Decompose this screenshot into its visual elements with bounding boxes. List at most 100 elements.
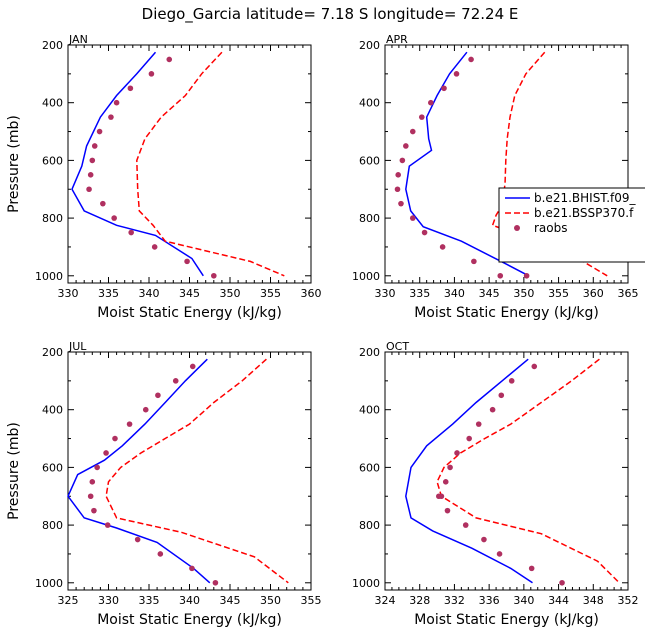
x-tick-label: 336 xyxy=(479,594,500,607)
data-point-raobs xyxy=(498,392,505,399)
x-tick-label: 340 xyxy=(513,594,534,607)
x-tick-label: 350 xyxy=(220,287,241,300)
data-point-raobs xyxy=(87,172,94,178)
data-point-raobs xyxy=(184,258,190,265)
plot-frame-oct xyxy=(384,351,629,591)
panel-label-jan: JAN xyxy=(68,33,88,46)
data-point-raobs xyxy=(148,71,155,77)
data-point-raobs xyxy=(466,435,472,442)
y-tick-label: 400 xyxy=(42,404,63,417)
data-point-raobs xyxy=(439,244,446,250)
panel-label-oct: OCT xyxy=(386,340,409,353)
data-point-raobs xyxy=(100,200,106,207)
y-tick-label: 1000 xyxy=(352,577,380,590)
data-point-raobs xyxy=(126,421,133,427)
data-point-raobs xyxy=(496,551,503,557)
data-point-raobs xyxy=(104,522,111,528)
y-tick-label: 400 xyxy=(359,404,380,417)
data-point-raobs xyxy=(559,579,565,586)
y-tick-label: 800 xyxy=(359,519,380,532)
data-point-raobs xyxy=(475,421,482,427)
data-point-raobs xyxy=(155,392,161,399)
data-point-raobs xyxy=(528,565,535,572)
data-point-raobs xyxy=(134,536,141,543)
x-tick-label: 328 xyxy=(409,594,430,607)
x-tick-label: 340 xyxy=(139,287,160,300)
x-tick-label: 324 xyxy=(375,594,396,607)
data-point-raobs xyxy=(409,128,416,135)
y-tick-label: 600 xyxy=(359,461,380,474)
data-point-raobs xyxy=(444,507,451,514)
series-line-b-e21-bssp370-f xyxy=(491,51,608,277)
y-tick-label: 800 xyxy=(42,519,63,532)
series-line-b-e21-bssp370-f xyxy=(436,358,620,584)
series-line-b-e21-bhist-f09 xyxy=(71,51,204,277)
data-point-raobs xyxy=(489,406,496,413)
data-point-raobs xyxy=(211,272,217,279)
data-point-raobs xyxy=(523,272,530,279)
figure-title: Diego_Garcia latitude= 7.18 S longitude=… xyxy=(142,5,519,24)
legend-label-hist: b.e21.BHIST.f09_ xyxy=(534,191,637,205)
data-point-raobs xyxy=(436,493,442,500)
x-tick-label: 340 xyxy=(179,594,200,607)
data-point-raobs xyxy=(421,229,428,236)
data-point-raobs xyxy=(398,200,404,207)
y-tick-label: 200 xyxy=(359,346,380,359)
y-tick-label: 400 xyxy=(42,97,63,110)
panel-label-jul: JUL xyxy=(68,340,87,353)
x-tick-label: 330 xyxy=(98,594,119,607)
data-point-raobs xyxy=(111,215,117,221)
series-line-b-e21-bhist-f09 xyxy=(67,358,211,584)
data-point-raobs xyxy=(531,363,538,370)
data-point-raobs xyxy=(394,186,401,193)
data-point-raobs xyxy=(151,244,158,250)
data-point-raobs xyxy=(112,435,118,442)
x-axis-label: Moist Static Energy (kJ/kg) xyxy=(97,612,282,628)
data-point-raobs xyxy=(447,464,453,471)
x-axis-label: Moist Static Energy (kJ/kg) xyxy=(97,305,282,321)
data-point-raobs xyxy=(403,143,409,149)
x-tick-label: 360 xyxy=(301,287,322,300)
data-point-raobs xyxy=(91,507,97,514)
x-tick-label: 350 xyxy=(513,287,534,300)
x-tick-label: 335 xyxy=(98,287,119,300)
legend-label-ssp370: b.e21.BSSP370.f xyxy=(534,206,634,220)
panel-label-apr: APR xyxy=(386,33,408,46)
data-point-raobs xyxy=(462,522,469,528)
data-point-raobs xyxy=(108,114,114,120)
panel-oct: 324 328 332 336 340 344 348 352 200 400 600 800 1000… xyxy=(352,340,639,628)
legend-box xyxy=(498,187,645,263)
y-tick-label: 600 xyxy=(42,461,63,474)
x-tick-label: 352 xyxy=(618,594,639,607)
legend-marker-raobs xyxy=(514,225,520,231)
panel-jul: 325 330 335 340 345 350 355 200 400 600 800 1000 JUL… xyxy=(6,340,322,628)
data-point-raobs xyxy=(113,99,120,106)
data-point-raobs xyxy=(454,450,460,456)
y-tick-label: 800 xyxy=(359,212,380,225)
x-tick-label: 350 xyxy=(260,594,281,607)
data-point-raobs xyxy=(142,406,149,413)
x-tick-label: 330 xyxy=(375,287,396,300)
data-point-raobs xyxy=(89,157,96,164)
data-point-raobs xyxy=(441,85,447,92)
series-line-b-e21-bssp370-f xyxy=(105,358,289,584)
x-axis-label: Moist Static Energy (kJ/kg) xyxy=(414,305,599,321)
data-point-raobs xyxy=(127,85,134,92)
x-tick-label: 332 xyxy=(444,594,465,607)
x-tick-label: 345 xyxy=(220,594,241,607)
x-tick-label: 355 xyxy=(548,287,569,300)
plot-frame-apr xyxy=(384,44,629,284)
data-point-raobs xyxy=(442,479,449,485)
y-axis-label: Pressure (mb) xyxy=(6,422,22,520)
panel-jan: 330 335 340 345 350 355 360 200 400 600 800 1000 JAN… xyxy=(6,33,322,321)
data-point-raobs xyxy=(87,493,94,500)
x-tick-label: 365 xyxy=(618,287,639,300)
y-tick-label: 200 xyxy=(42,346,63,359)
data-point-raobs xyxy=(128,229,134,236)
data-point-raobs xyxy=(409,215,416,221)
x-tick-label: 360 xyxy=(583,287,604,300)
data-point-raobs xyxy=(395,172,401,178)
data-point-raobs xyxy=(94,464,100,471)
y-tick-label: 400 xyxy=(359,97,380,110)
x-tick-label: 345 xyxy=(179,287,200,300)
